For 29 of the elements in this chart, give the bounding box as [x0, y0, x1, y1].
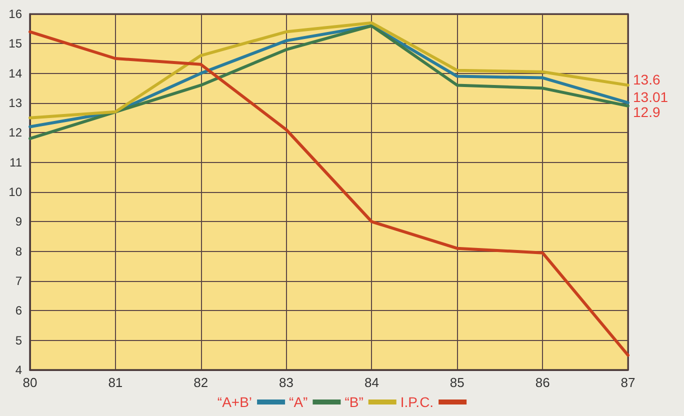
- x-tick-label: 86: [535, 375, 550, 390]
- y-tick-label: 13: [8, 96, 22, 110]
- y-tick-label: 14: [8, 66, 22, 80]
- y-tick-label: 5: [15, 333, 22, 348]
- y-tick-label: 15: [8, 36, 22, 51]
- y-tick-label: 6: [15, 304, 22, 318]
- y-tick-label: 4: [15, 363, 22, 377]
- y-tick-label: 16: [8, 7, 22, 21]
- line-series: [28, 30, 630, 357]
- x-tick-label: 87: [620, 375, 636, 390]
- legend-label: “A”: [289, 394, 308, 410]
- x-tick-label: 80: [22, 375, 38, 390]
- x-tick-label: 85: [450, 375, 464, 390]
- x-tick-label: 81: [108, 375, 123, 390]
- data-label: 13.01: [633, 88, 668, 105]
- x-tick-label: 82: [194, 375, 208, 390]
- x-tick-label: 83: [279, 375, 294, 390]
- y-tick-label: 12: [8, 126, 22, 140]
- legend-label: “B”: [344, 394, 364, 410]
- y-tick-label: 10: [8, 185, 22, 199]
- y-tick-label: 11: [10, 155, 22, 170]
- y-tick-label: 8: [15, 244, 22, 258]
- legend-label: I.P.C.: [400, 394, 434, 410]
- y-tick-label: 7: [15, 274, 22, 288]
- x-tick-label: 84: [364, 375, 379, 390]
- data-label: 12.9: [633, 104, 660, 120]
- data-label: 13.6: [633, 71, 660, 88]
- y-tick-label: 9: [15, 214, 22, 229]
- legend-label: “A+B’: [217, 394, 252, 410]
